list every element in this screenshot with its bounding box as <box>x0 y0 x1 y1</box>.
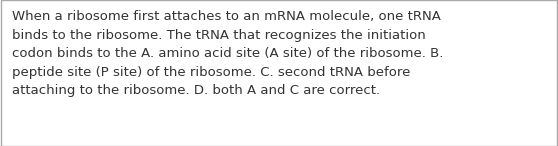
Text: When a ribosome first attaches to an mRNA molecule, one tRNA
binds to the riboso: When a ribosome first attaches to an mRN… <box>12 10 444 97</box>
